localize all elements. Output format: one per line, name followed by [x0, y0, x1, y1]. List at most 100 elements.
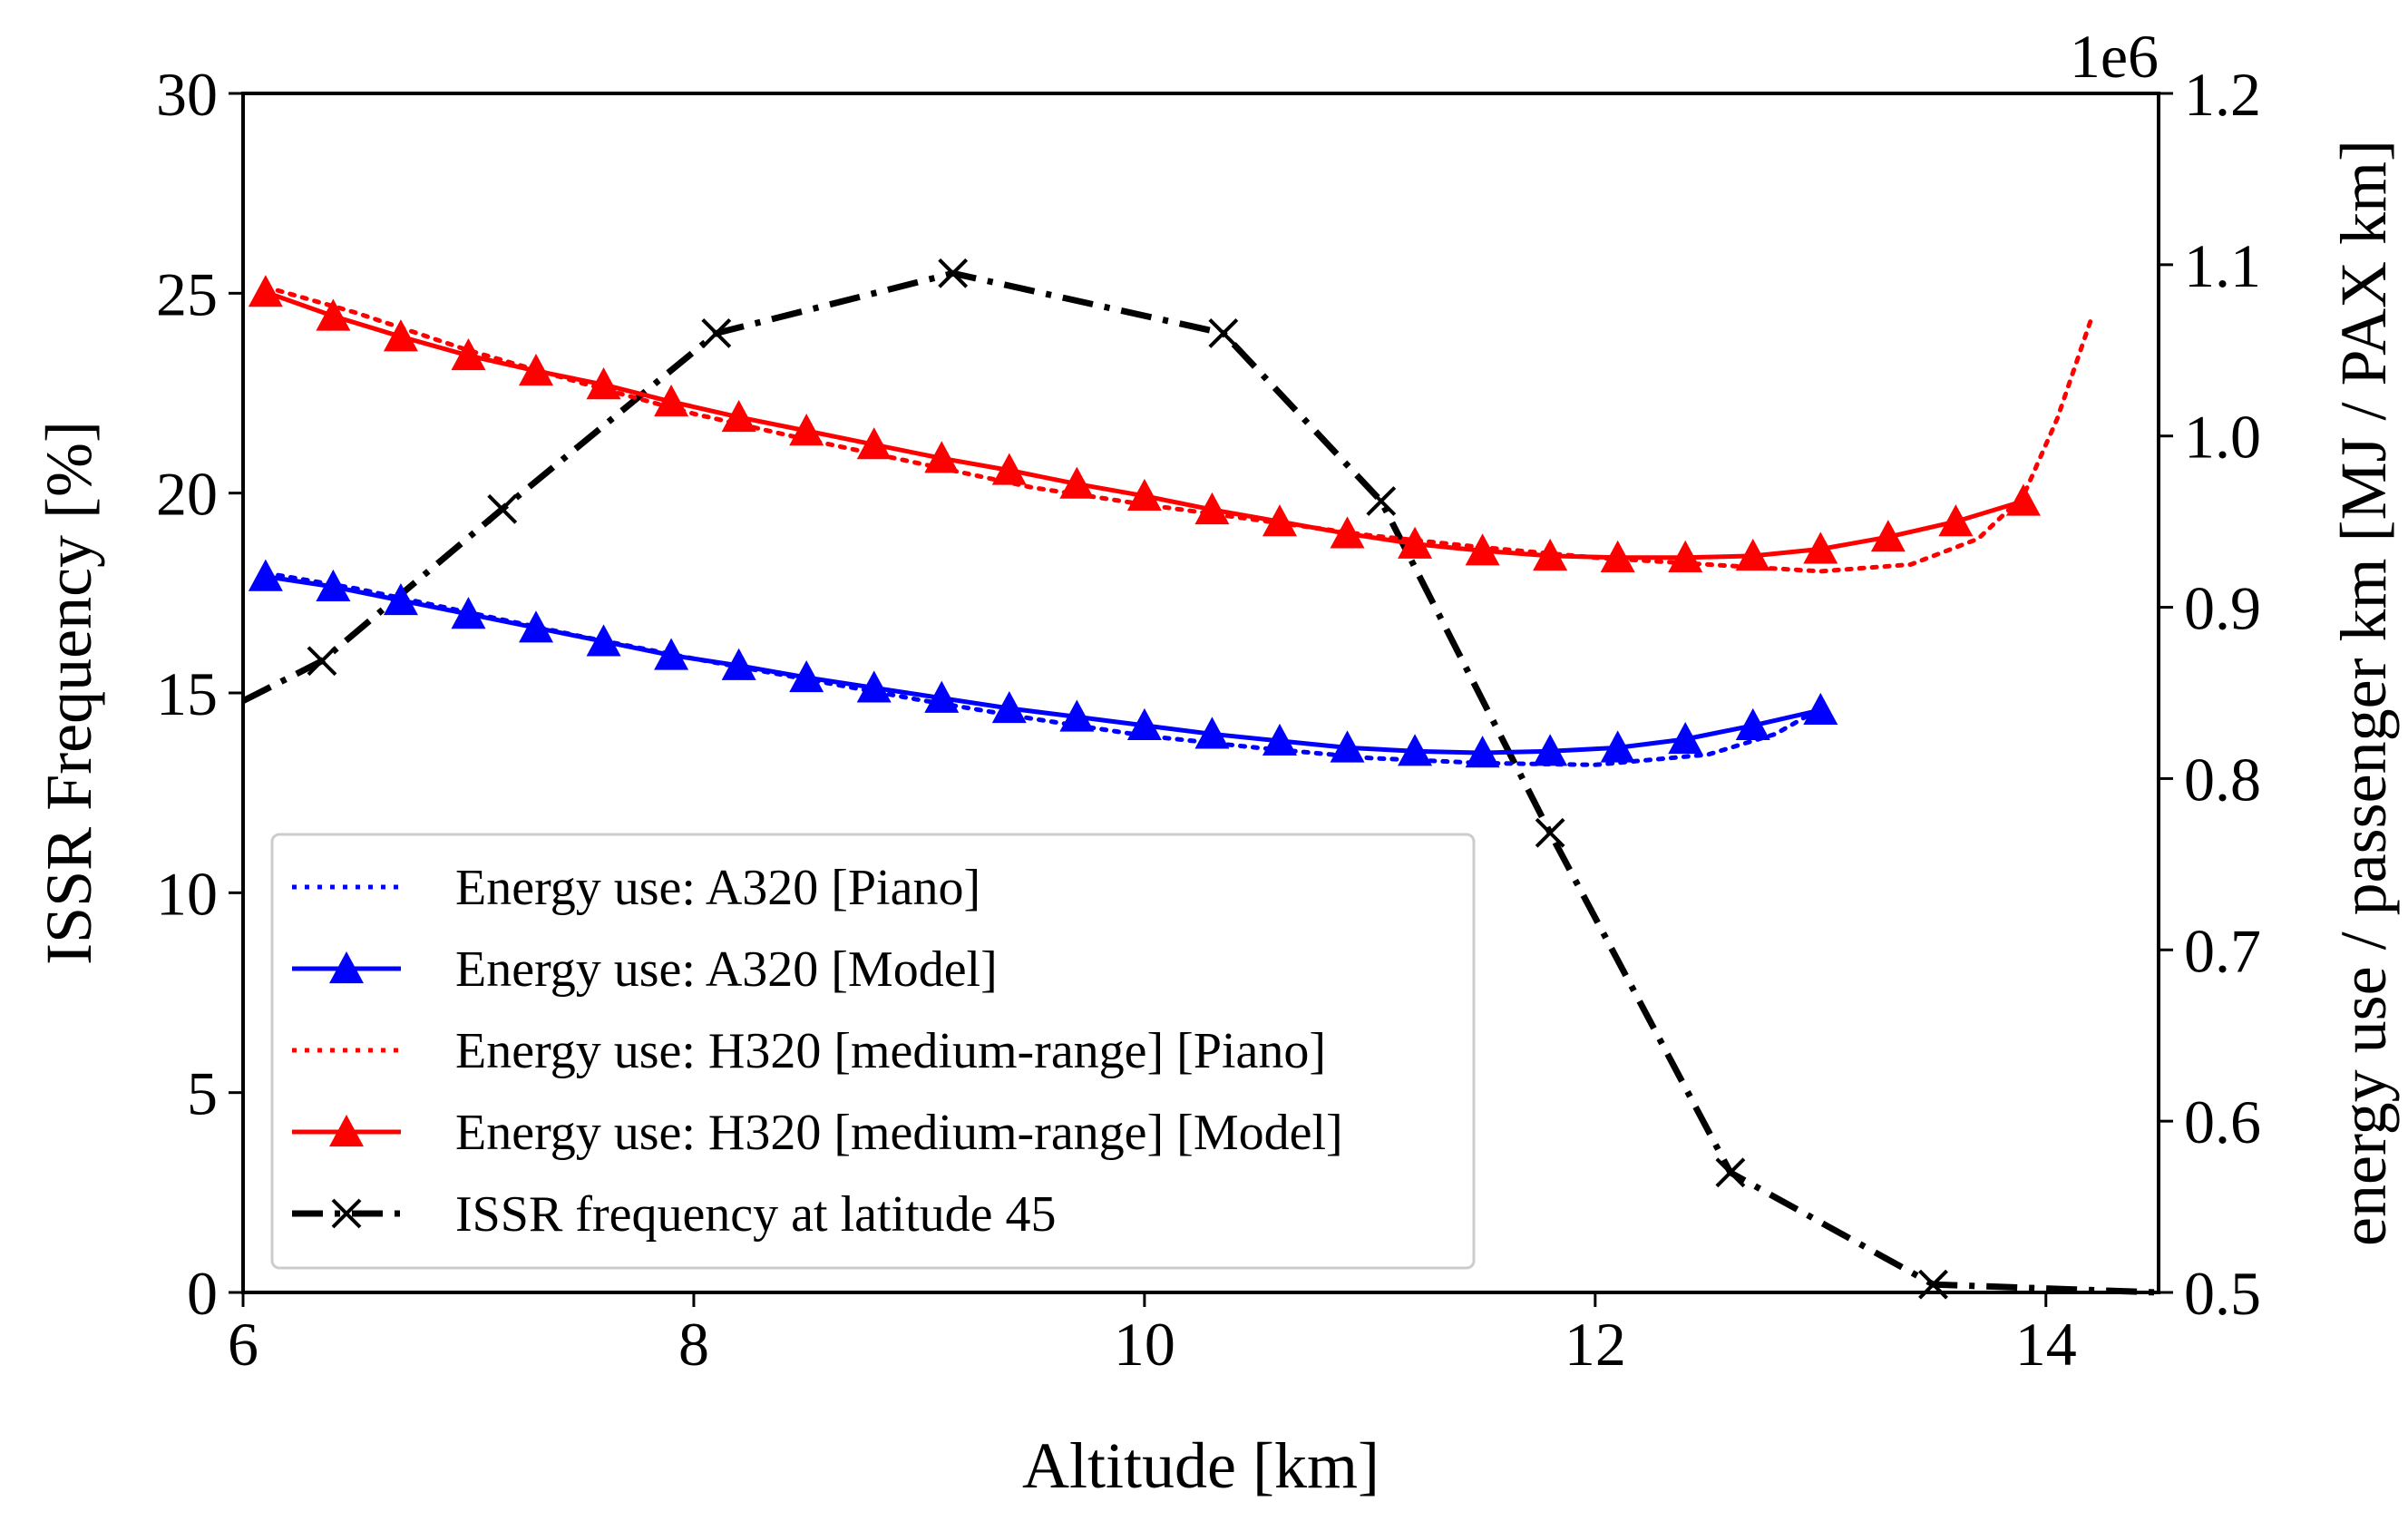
y-tick-label: 5 [187, 1059, 218, 1128]
triangle-marker [856, 427, 892, 460]
triangle-marker [721, 399, 756, 433]
triangle-marker [451, 597, 486, 629]
y2-tick-label: 1.2 [2184, 60, 2261, 129]
x-marker [1208, 317, 1239, 348]
x-tick-label: 6 [228, 1310, 258, 1379]
x-axis-label: Altitude [km] [1022, 1429, 1379, 1502]
triangle-marker [1938, 504, 1974, 537]
x-marker [938, 258, 969, 288]
y-tick-label: 30 [156, 60, 218, 129]
x-tick-label: 10 [1114, 1310, 1175, 1379]
legend-label: Energy use: A320 [Model] [455, 941, 998, 998]
triangle-marker [1059, 699, 1095, 732]
triangle-marker [654, 638, 689, 670]
y-axis-label: ISSR Frequency [%] [33, 421, 105, 965]
triangle-marker [1330, 516, 1365, 549]
x-tick-label: 12 [1565, 1310, 1626, 1379]
triangle-marker [1194, 717, 1230, 749]
triangle-marker [1735, 707, 1770, 741]
y2-tick-label: 0.5 [2184, 1259, 2261, 1328]
triangle-marker [1465, 736, 1500, 768]
series-line [263, 284, 2093, 574]
triangle-marker [329, 1115, 364, 1147]
x-marker [307, 646, 337, 677]
triangle-marker [329, 951, 364, 984]
triangle-marker [1398, 526, 1433, 559]
x-marker [1366, 486, 1397, 516]
triangle-marker [383, 583, 418, 616]
series-line [265, 574, 1821, 756]
y2-tick-label: 1.0 [2184, 403, 2261, 472]
triangle-marker [383, 319, 418, 352]
triangle-marker [586, 367, 621, 400]
legend-label: Energy use: H320 [medium-range] [Model] [455, 1105, 1343, 1161]
triangle-marker [1735, 538, 1770, 571]
triangle-marker [1398, 734, 1433, 766]
triangle-marker [1533, 734, 1568, 766]
triangle-marker [789, 660, 824, 693]
triangle-marker [248, 559, 283, 591]
triangle-marker [1262, 504, 1297, 537]
y2-offset-text: 1e6 [2070, 22, 2159, 91]
x-tick-label: 8 [678, 1310, 709, 1379]
triangle-marker [721, 648, 756, 680]
y2-tick-label: 0.6 [2184, 1087, 2261, 1156]
x-marker [487, 493, 518, 524]
triangle-marker [1870, 520, 1906, 552]
triangle-marker [654, 384, 689, 417]
triangle-marker [1262, 723, 1297, 756]
series-0 [263, 570, 1823, 767]
series-line [263, 570, 1823, 767]
legend: Energy use: A320 [Piano] Energy use: A320… [270, 833, 1476, 1270]
triangle-marker [1803, 531, 1838, 564]
triangle-marker [1126, 707, 1162, 741]
series-3 [248, 275, 2041, 572]
triangle-marker [519, 610, 554, 643]
series-layer [241, 258, 2159, 1300]
triangle-marker [316, 298, 351, 331]
y2-tick-label: 1.1 [2184, 231, 2261, 300]
triangle-marker [991, 453, 1027, 485]
triangle-marker [1668, 540, 1703, 572]
triangle-marker [924, 680, 960, 713]
x-marker [331, 1198, 362, 1229]
triangle-marker [789, 414, 824, 446]
triangle-marker [316, 569, 351, 602]
triangle-marker [1600, 540, 1635, 572]
y-tick-label: 15 [156, 659, 218, 728]
y-tick-label: 10 [156, 859, 218, 928]
legend-box [270, 833, 1476, 1270]
triangle-marker [1600, 730, 1635, 763]
triangle-marker [856, 670, 892, 703]
triangle-marker [1668, 721, 1703, 755]
triangle-marker [1533, 538, 1568, 571]
x-marker [1535, 817, 1565, 848]
triangle-marker [1465, 533, 1500, 566]
triangle-marker [924, 441, 960, 473]
x-tick-label: 14 [2015, 1310, 2077, 1379]
triangle-marker [248, 275, 283, 307]
triangle-marker [519, 353, 554, 386]
legend-label: ISSR frequency at latitude 45 [455, 1186, 1057, 1243]
triangle-marker [1194, 492, 1230, 525]
y-tick-label: 25 [156, 259, 218, 328]
triangle-marker [586, 624, 621, 657]
y2-axis-label: energy use / passenger km [MJ / PAX km] [2327, 140, 2400, 1246]
series-line [264, 289, 2024, 561]
x-marker [701, 317, 732, 348]
y2-tick-label: 0.7 [2184, 916, 2261, 985]
y2-tick-label: 0.8 [2184, 745, 2261, 814]
y-tick-label: 20 [156, 460, 218, 529]
legend-label: Energy use: A320 [Piano] [455, 860, 980, 916]
triangle-marker [1059, 466, 1095, 499]
y-tick-label: 0 [187, 1259, 218, 1328]
y2-tick-label: 0.9 [2184, 574, 2261, 643]
triangle-marker [991, 690, 1027, 724]
triangle-marker [2005, 483, 2041, 516]
series-1 [248, 559, 1838, 768]
series-2 [263, 284, 2093, 574]
triangle-marker [1330, 730, 1365, 763]
legend-label: Energy use: H320 [medium-range] [Piano] [455, 1023, 1326, 1079]
triangle-marker [1803, 692, 1838, 726]
